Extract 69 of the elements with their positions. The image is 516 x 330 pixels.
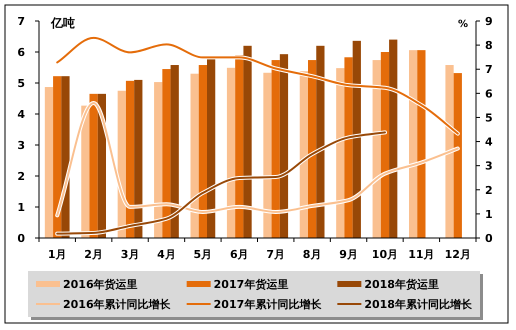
x-tick-label: 11月 bbox=[408, 248, 435, 261]
bar bbox=[300, 71, 308, 238]
y2-axis-title: % bbox=[458, 19, 468, 30]
y-tick-label: 4 bbox=[17, 108, 26, 121]
bar bbox=[190, 74, 199, 238]
y2-tick-label: 5 bbox=[485, 111, 493, 124]
bar bbox=[154, 82, 162, 238]
x-tick-label: 10月 bbox=[372, 248, 398, 261]
bar bbox=[417, 50, 426, 238]
legend-label: 2016年累计同比增长 bbox=[63, 298, 172, 311]
bar bbox=[226, 68, 236, 238]
bar bbox=[389, 40, 398, 238]
y2-tick-label: 3 bbox=[485, 160, 493, 173]
bar bbox=[336, 68, 344, 238]
bar bbox=[272, 60, 280, 238]
bar bbox=[445, 65, 454, 238]
y-axis-title: 亿吨 bbox=[50, 16, 75, 30]
bar bbox=[126, 80, 134, 238]
y2-tick-label: 9 bbox=[485, 15, 493, 28]
bar bbox=[263, 72, 272, 238]
y2-tick-label: 6 bbox=[485, 87, 493, 100]
y-tick-label: 6 bbox=[17, 46, 26, 59]
bar bbox=[308, 60, 316, 238]
bar bbox=[162, 69, 171, 238]
x-tick-label: 12月 bbox=[444, 248, 471, 261]
x-tick-label: 9月 bbox=[339, 248, 358, 261]
bar bbox=[44, 87, 54, 238]
x-tick-label: 1月 bbox=[48, 248, 67, 261]
legend-label: 2018年货运里 bbox=[364, 278, 439, 291]
y2-tick-label: 4 bbox=[485, 136, 493, 149]
y-tick-label: 1 bbox=[17, 201, 25, 214]
legend-label: 2016年货运里 bbox=[63, 278, 138, 291]
y-tick-label: 3 bbox=[17, 139, 25, 152]
y2-tick-label: 0 bbox=[485, 232, 493, 245]
y2-tick-label: 2 bbox=[485, 184, 493, 197]
y-tick-label: 5 bbox=[17, 77, 25, 90]
bar bbox=[243, 46, 252, 238]
x-tick-label: 6月 bbox=[230, 248, 249, 261]
bar bbox=[372, 60, 381, 238]
bar bbox=[352, 40, 361, 238]
y-tick-label: 7 bbox=[17, 15, 25, 28]
bar bbox=[53, 76, 62, 238]
x-tick-label: 2月 bbox=[84, 248, 103, 261]
y2-tick-label: 1 bbox=[485, 208, 493, 221]
bar bbox=[316, 46, 325, 238]
bar bbox=[81, 106, 90, 238]
bar bbox=[408, 50, 418, 238]
x-tick-label: 8月 bbox=[302, 248, 322, 261]
bar bbox=[118, 90, 126, 238]
bar bbox=[380, 52, 390, 238]
x-tick-label: 5月 bbox=[194, 248, 212, 261]
x-tick-label: 4月 bbox=[157, 248, 176, 261]
bar bbox=[454, 73, 462, 238]
bar bbox=[170, 65, 179, 238]
bar bbox=[134, 80, 142, 238]
legend-label: 2017年货运里 bbox=[214, 278, 288, 291]
bar bbox=[235, 55, 244, 238]
x-tick-label: 7月 bbox=[266, 248, 286, 261]
x-tick-label: 3月 bbox=[120, 248, 140, 261]
bar bbox=[280, 54, 288, 238]
legend-label: 2017年累计同比增长 bbox=[214, 298, 322, 311]
bar bbox=[90, 94, 98, 238]
legend-label: 2018年累计同比增长 bbox=[364, 298, 473, 311]
bar bbox=[344, 57, 353, 238]
y2-tick-label: 7 bbox=[485, 63, 493, 76]
bar bbox=[198, 65, 207, 238]
y-tick-label: 0 bbox=[17, 232, 26, 245]
y2-tick-label: 8 bbox=[485, 39, 493, 52]
y-tick-label: 2 bbox=[17, 170, 25, 183]
